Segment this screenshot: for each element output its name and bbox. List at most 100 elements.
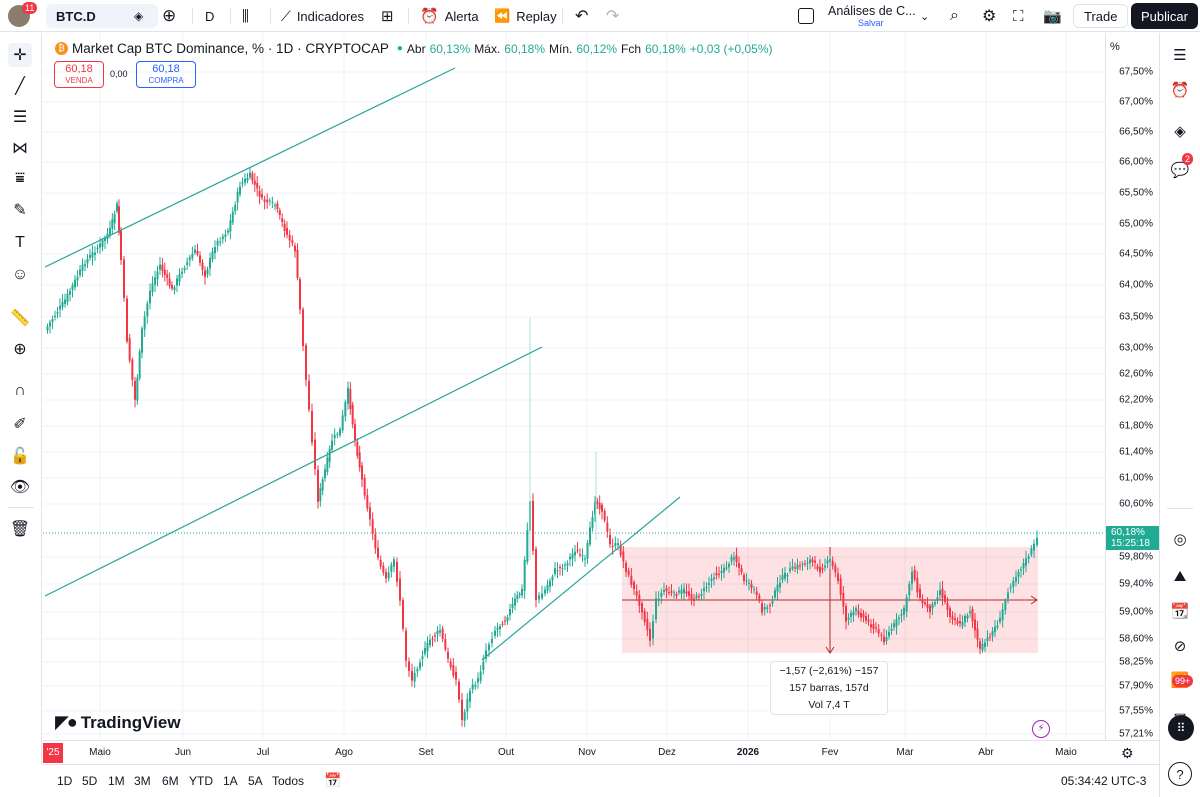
time-tick: Out [497,747,515,758]
buy-button[interactable]: 60,18 COMPRA [136,61,196,88]
settings-gear-icon[interactable]: ⚙ [982,8,997,25]
avatar-badge: 11 [22,2,38,14]
eye-icon[interactable]: 👁 [9,479,31,496]
sell-button[interactable]: 60,18 VENDA [54,61,104,88]
candles-icon[interactable]: ⫼ [242,7,249,25]
chart-pane[interactable] [43,33,1105,740]
horizontal-lines-icon[interactable]: ☰ [12,109,28,126]
layout-name[interactable]: Análises de C... [828,4,916,18]
calendar-icon[interactable]: 📆 [1170,603,1190,620]
candle-body [641,603,643,613]
legend-title[interactable]: Market Cap BTC Dominance, % · 1D · CRYPT… [72,41,389,56]
range-button-5d[interactable]: 5D [82,774,98,788]
zoom-in-icon[interactable]: ⊕ [13,341,27,358]
add-symbol-icon[interactable]: ⊕ [162,6,177,25]
range-button-ytd[interactable]: YTD [189,774,213,788]
candle-body [421,656,424,660]
pattern-icon[interactable]: ⋈ [12,140,28,157]
date-range-icon[interactable]: 📅 [324,772,342,788]
price-axis[interactable]: % 67,50% 67,00% 66,50% 66,00% 65,50% 65,00% 64… [1105,33,1160,740]
candle-body [564,564,566,566]
draw-lock-icon[interactable]: ✐ [13,416,27,433]
undo-icon[interactable]: ↶ [575,8,589,25]
candle-body [49,322,51,327]
candle-body [294,245,296,252]
time-axis[interactable]: '25 Maio Jun Jul Ago Set Out Nov Dez 2026 Fev Mar A… [43,740,1159,764]
clock[interactable]: 05:34:42 UTC-3 [1061,774,1147,788]
candle-body [934,602,936,605]
trade-button[interactable]: Trade [1073,4,1129,28]
candle-body [700,593,703,596]
magnet-icon[interactable]: ∩ [14,382,26,399]
alerts-clock-icon[interactable]: ⏰ [1170,82,1190,99]
candle-body [549,580,551,587]
chat-icon[interactable]: 💬 [1170,162,1190,179]
price-tick: 57,90% [1119,680,1153,692]
redo-icon[interactable]: ↷ [606,8,620,25]
range-button-3m[interactable]: 3M [134,774,151,788]
lightning-icon[interactable]: ⚡ [1032,720,1050,738]
fib-icon[interactable]: ⩸ [15,170,25,187]
replay-button[interactable]: ⏪ Replay [494,8,557,24]
candle-body [349,389,352,409]
candle-body [163,269,166,276]
range-button-6m[interactable]: 6M [162,774,179,788]
range-button-1m[interactable]: 1M [108,774,125,788]
trash-icon[interactable]: 🗑 [9,521,31,538]
apps-grid-icon[interactable]: ⠿ [1168,715,1194,741]
layout-checkbox[interactable] [798,0,814,32]
text-icon[interactable]: T [15,234,25,251]
emoji-icon[interactable]: ☺ [11,266,29,283]
pulse-icon[interactable]: ⊘ [1173,638,1187,655]
range-button-1d[interactable]: 1D [57,774,73,788]
indicators-button[interactable]: ⟋ Indicadores [281,7,365,24]
price-tick: 60,60% [1119,498,1153,510]
candle-body [111,219,114,229]
alert-button[interactable]: ⏰ Alerta [420,8,479,25]
help-icon[interactable]: ? [1168,762,1192,786]
candle-body [506,617,509,622]
candle-body [900,614,903,616]
candle-body [258,191,261,197]
candle-body [966,615,969,619]
crosshair-icon[interactable]: ✛ [8,43,32,67]
candle-body [358,452,361,468]
target-icon[interactable]: ◎ [1173,531,1187,548]
candle-body [1025,558,1027,566]
trendline-icon[interactable]: ╱ [15,78,25,95]
axis-settings-icon[interactable]: ⚙ [1121,745,1134,761]
candle-body [708,582,710,586]
ideas-icon[interactable]: ⛰ [1173,567,1187,585]
brush-icon[interactable]: ✎ [13,202,27,219]
candle-body [1004,600,1007,611]
publish-button[interactable]: Publicar [1131,3,1198,29]
candle-body [214,247,216,253]
range-button-5a[interactable]: 5A [248,774,263,788]
layers-icon[interactable]: ◈ [1174,123,1186,140]
candle-body [801,563,804,565]
compare-eye-icon[interactable]: ◈ [134,9,144,23]
fullscreen-icon[interactable]: ⛶ [1013,7,1024,25]
candle-body [601,504,603,512]
range-button-1a[interactable]: 1A [223,774,238,788]
candle-body [670,591,673,593]
lock-icon[interactable]: 🔓 [10,448,30,465]
candle-body [419,662,421,669]
chart-canvas[interactable] [43,33,1105,740]
templates-grid-icon[interactable]: ⊞ [381,8,394,25]
watchlist-icon[interactable]: ☰ [1173,47,1187,64]
chevron-down-icon[interactable]: ⌄ [920,10,930,23]
symbol-search[interactable]: BTC.D [46,4,158,28]
candle-body [1009,586,1012,589]
interval-button[interactable]: D [205,8,215,24]
candle-body [609,534,611,545]
camera-icon[interactable]: 📷 [1043,8,1062,25]
candle-body [740,568,743,573]
candle-body [996,625,999,628]
ruler-icon[interactable]: 📏 [10,310,30,327]
candle-body [753,589,755,591]
candle-body [239,186,241,195]
quick-search-icon[interactable]: ⌕ [950,7,959,24]
candle-body [581,555,584,557]
range-button-todos[interactable]: Todos [272,774,305,788]
